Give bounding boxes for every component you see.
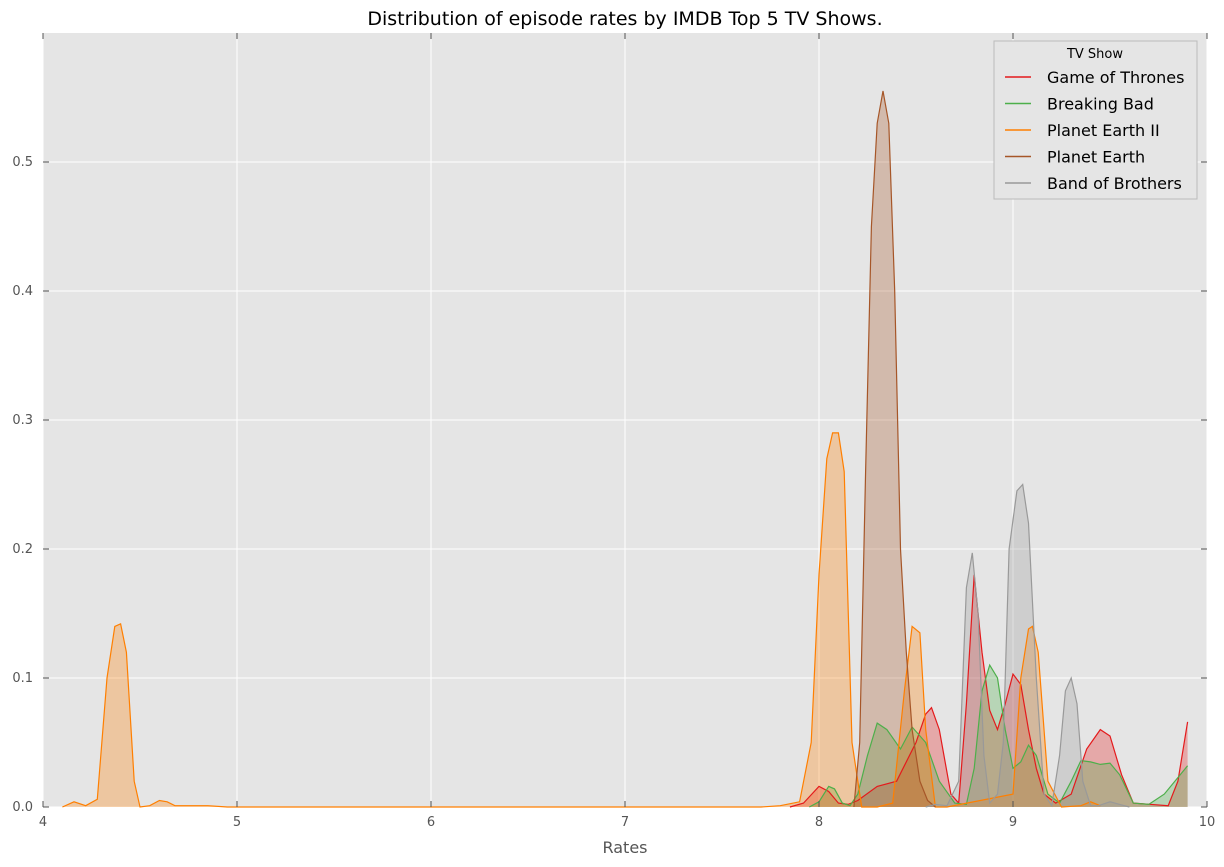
x-tick-label: 5	[233, 815, 241, 830]
legend-label-planet-earth-ii: Planet Earth II	[1047, 121, 1160, 140]
y-tick-label: 0.1	[12, 671, 33, 686]
line-band-of-brothers	[925, 483, 1130, 808]
x-tick-label: 8	[815, 815, 823, 830]
area-planet-earth	[853, 91, 936, 807]
chart-title: Distribution of episode rates by IMDB To…	[367, 8, 882, 30]
y-tick-labels: 0.0 0.1 0.2 0.3 0.4 0.5	[12, 155, 33, 815]
y-tick-label: 0.5	[12, 155, 33, 170]
legend-label-band-of-brothers: Band of Brothers	[1047, 174, 1182, 193]
legend-label-planet-earth: Planet Earth	[1047, 148, 1145, 167]
area-planet-earth-ii	[62, 432, 1101, 807]
x-tick-label: 9	[1009, 815, 1017, 830]
legend-items: Game of Thrones Breaking Bad Planet Earth …	[1005, 68, 1184, 193]
area-game-of-thrones	[789, 574, 1188, 807]
line-breaking-bad	[809, 663, 1189, 808]
y-tick-label: 0.0	[12, 800, 33, 815]
line-planet-earth-ii	[62, 432, 1101, 808]
legend-label-game-of-thrones: Game of Thrones	[1047, 68, 1184, 87]
line-game-of-thrones	[789, 574, 1189, 808]
area-breaking-bad	[809, 665, 1188, 807]
x-tick-label: 4	[39, 815, 47, 830]
axis-ticks	[42, 33, 1208, 808]
legend: TV Show Game of Thrones Breaking Bad Plane…	[993, 40, 1198, 200]
legend-box	[993, 40, 1198, 200]
x-tick-labels: 4 5 6 7 8 9 10	[39, 815, 1215, 830]
x-tick-label: 6	[427, 815, 435, 830]
legend-label-breaking-bad: Breaking Bad	[1047, 95, 1154, 114]
legend-title: TV Show	[1066, 47, 1123, 62]
x-tick-label: 7	[621, 815, 629, 830]
line-planet-earth	[853, 90, 936, 808]
series-lines	[62, 90, 1189, 808]
y-tick-label: 0.4	[12, 284, 33, 299]
y-tick-label: 0.2	[12, 542, 33, 557]
y-tick-label: 0.3	[12, 413, 33, 428]
x-axis-label: Rates	[602, 838, 647, 857]
x-tick-label: 10	[1199, 815, 1216, 830]
